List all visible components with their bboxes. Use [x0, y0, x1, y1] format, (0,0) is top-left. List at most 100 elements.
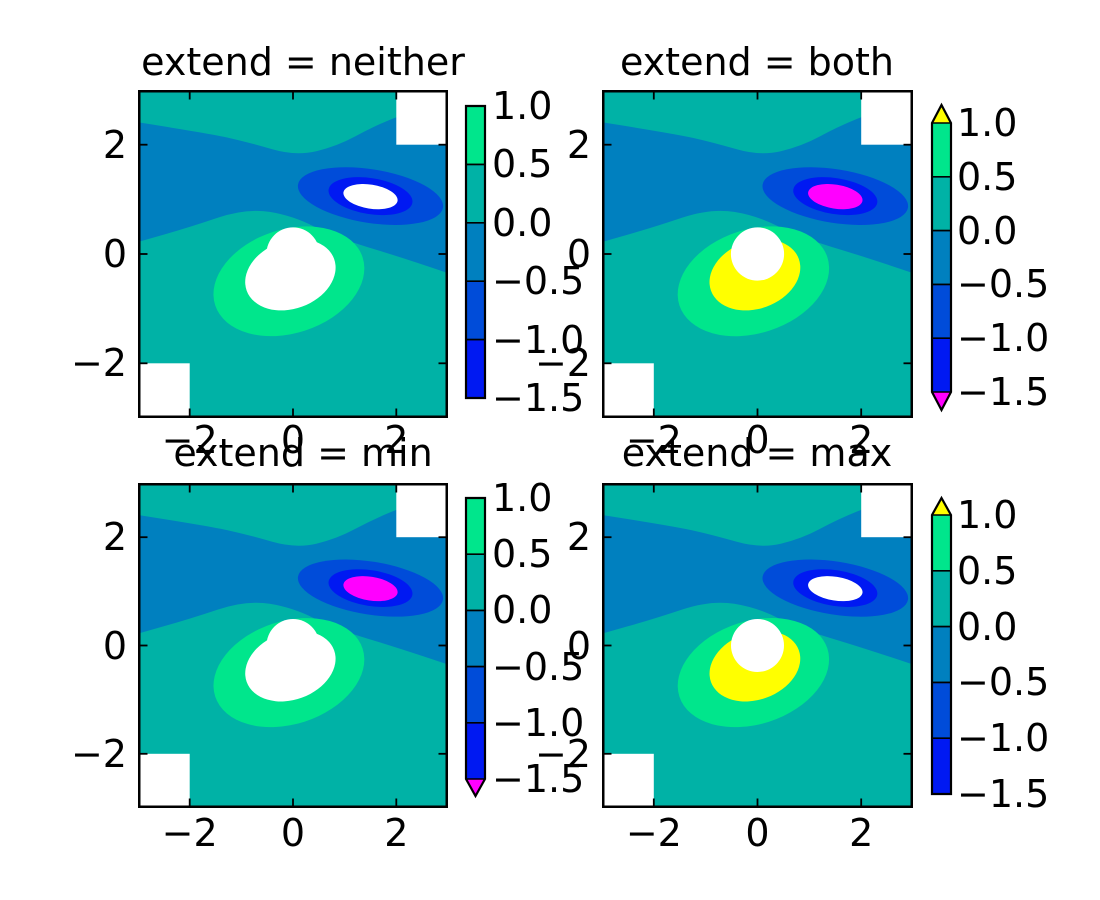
colorbar-neither	[464, 104, 487, 400]
contour-band-negative	[138, 106, 448, 274]
masked-circle	[266, 619, 320, 672]
x-tick-label: 2	[849, 418, 874, 462]
colorbar-min	[464, 496, 487, 799]
colorbar-tick-label: −0.5	[957, 262, 1050, 307]
colorbar-tick-label: 0.5	[492, 532, 553, 577]
y-tick-label: 2	[566, 122, 591, 167]
y-tick-label: 0	[102, 623, 127, 668]
panel-title-max: extend = max	[621, 431, 893, 475]
colorbar-outline	[464, 496, 487, 799]
masked-square-0	[861, 90, 913, 145]
colorbar-band	[466, 339, 485, 398]
masked-square-1	[138, 753, 190, 808]
y-tick-label: 0	[566, 623, 591, 668]
colorbar-tick-label: 1.0	[957, 101, 1018, 145]
contour-band-negative	[602, 499, 913, 665]
colorbar-tick-label: 0.0	[492, 588, 553, 633]
x-tick-label: −2	[161, 811, 218, 855]
masked-square-1	[138, 363, 190, 418]
colorbar-tick-label: −1.0	[957, 716, 1050, 761]
colorbar-band	[466, 722, 485, 779]
y-tick-label: −2	[534, 731, 591, 776]
colorbar-under-arrow	[466, 779, 485, 796]
colorbar-tick-label: −0.5	[957, 660, 1050, 705]
y-tick-label: −2	[534, 341, 591, 386]
colorbar-band	[466, 106, 485, 165]
colorbar-both	[930, 102, 953, 413]
colorbar-outline	[464, 104, 487, 400]
colorbar-band	[466, 281, 485, 340]
panel-title-both: extend = both	[619, 40, 895, 84]
colorbar-tick-label: 1.0	[957, 493, 1018, 537]
contour-region-under	[343, 183, 398, 210]
y-tick-label: 0	[102, 232, 127, 276]
colorbar-tick-label: 1.0	[492, 84, 553, 128]
axes-border	[602, 90, 913, 418]
x-tick-label: 0	[280, 811, 306, 855]
colorbar-tick-label: −0.5	[492, 259, 585, 304]
y-tick-label: 2	[102, 122, 127, 167]
colorbar-tick-label: 0.0	[957, 604, 1018, 649]
contour-plot-min	[138, 483, 448, 808]
colorbar-band	[932, 682, 951, 739]
axes-border	[138, 90, 448, 418]
colorbar-over-arrow	[932, 105, 951, 123]
contour-region-under	[808, 183, 863, 210]
axes-border	[602, 483, 913, 808]
colorbar-band	[466, 222, 485, 282]
contour-region-under	[808, 576, 863, 602]
x-tick-label: −2	[625, 418, 682, 462]
colorbar-tick-label: 0.5	[957, 548, 1018, 593]
colorbar-band	[932, 626, 951, 683]
colorbar-tick-label: −1.5	[957, 370, 1050, 414]
panel-title-neither: extend = neither	[141, 40, 465, 84]
contour-region-under	[343, 576, 398, 602]
x-tick-label: 2	[384, 418, 409, 462]
colorbar-band	[932, 738, 951, 794]
contour-plot-both	[602, 90, 913, 418]
colorbar-band	[932, 338, 951, 392]
x-tick-label: −2	[161, 418, 218, 462]
y-tick-label: 2	[566, 515, 591, 560]
colorbar-band	[932, 123, 951, 177]
colorbar-outline	[930, 102, 953, 413]
colorbar-band	[466, 666, 485, 723]
masked-square-0	[861, 483, 913, 538]
colorbar-band	[932, 176, 951, 231]
colorbar-tick-label: −1.5	[957, 772, 1050, 816]
colorbar-tick-label: −1.5	[492, 376, 585, 420]
masked-square-1	[602, 753, 654, 808]
colorbar-band	[466, 498, 485, 555]
colorbar-band	[932, 570, 951, 627]
panel-title-min: extend = min	[173, 431, 433, 475]
colorbar-band	[466, 610, 485, 667]
colorbar-band	[932, 284, 951, 339]
x-tick-label: 0	[745, 418, 770, 462]
y-tick-label: 2	[102, 515, 127, 560]
colorbar-tick-label: −1.0	[492, 317, 585, 362]
masked-circle	[730, 227, 785, 281]
colorbar-tick-label: 0.0	[957, 208, 1018, 253]
colorbar-tick-label: 0.5	[957, 154, 1018, 199]
colorbar-band	[932, 230, 951, 285]
contour-plot-neither	[138, 90, 448, 418]
x-tick-label: 0	[745, 811, 770, 855]
masked-square-0	[396, 90, 448, 145]
contour-band-negative	[138, 499, 448, 665]
x-tick-label: 2	[849, 811, 874, 855]
contour-band-negative	[602, 106, 913, 274]
colorbar-over-arrow	[932, 498, 951, 515]
colorbar-tick-label: −1.0	[957, 316, 1050, 361]
colorbar-tick-label: 1.0	[492, 476, 553, 520]
colorbar-tick-label: 0.0	[492, 200, 553, 245]
colorbar-tick-label: −1.5	[492, 757, 585, 801]
colorbar-tick-label: −1.0	[492, 700, 585, 745]
masked-square-0	[396, 483, 448, 538]
colorbar-under-arrow	[932, 392, 951, 410]
colorbar-max	[930, 495, 953, 796]
y-tick-label: −2	[70, 341, 127, 386]
colorbar-tick-label: 0.5	[492, 142, 553, 187]
contour-plot-max	[602, 483, 913, 808]
x-tick-label: 0	[280, 418, 306, 462]
